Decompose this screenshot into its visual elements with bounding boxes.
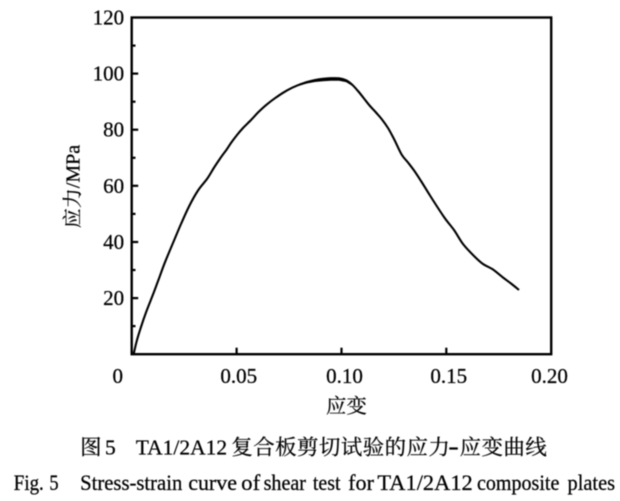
svg-text:/MPa: /MPa [62,145,84,188]
svg-text:TA1/2A12: TA1/2A12 [136,436,227,460]
svg-text:plates: plates [568,470,616,495]
svg-text:TA1/2A12: TA1/2A12 [377,470,472,495]
svg-text:for: for [348,470,374,495]
svg-text:80: 80 [103,118,124,142]
svg-text:5: 5 [105,436,116,460]
svg-text:20: 20 [103,286,124,310]
svg-text:of: of [241,470,261,495]
svg-text:curve: curve [188,470,237,495]
svg-text:Stress-strain: Stress-strain [80,470,182,495]
svg-text:Fig.: Fig. [14,470,44,495]
svg-text:composite: composite [477,470,559,495]
svg-text:0.20: 0.20 [531,364,568,388]
svg-text:test: test [313,470,341,495]
svg-text:5: 5 [49,470,58,495]
svg-text:60: 60 [103,174,124,198]
svg-text:shear: shear [264,470,307,495]
svg-text:0.05: 0.05 [220,364,257,388]
svg-text:120: 120 [93,6,125,30]
svg-text:0.15: 0.15 [430,364,467,388]
svg-text:40: 40 [103,230,124,254]
svg-text:100: 100 [93,62,125,86]
svg-text:0: 0 [113,364,124,388]
svg-text:0.10: 0.10 [326,364,363,388]
